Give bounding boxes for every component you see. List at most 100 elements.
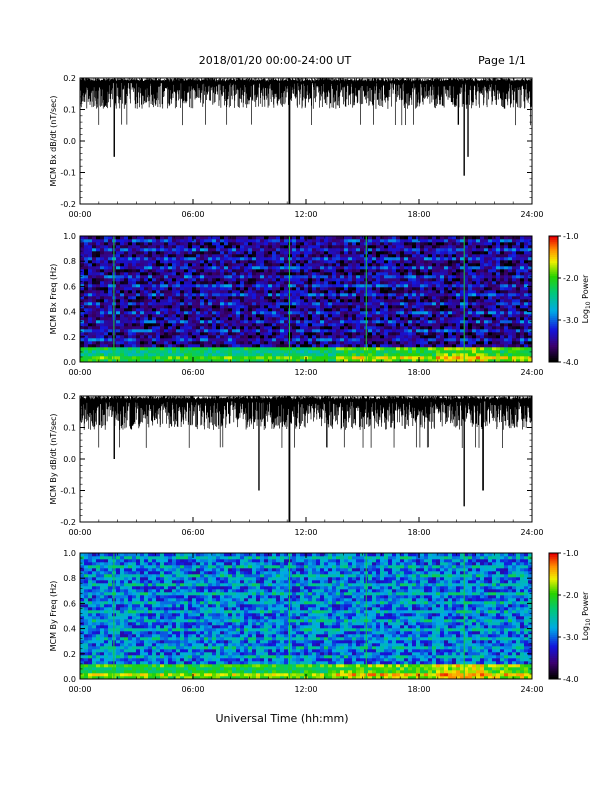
spectrogram-cell [108, 296, 113, 300]
spectrogram-cell [408, 269, 413, 273]
spectrogram-cell [188, 296, 193, 300]
spectrogram-cell [300, 236, 305, 240]
spectrogram-cell [412, 260, 417, 264]
spectrogram-cell [392, 305, 397, 309]
spectrogram-cell [328, 272, 333, 276]
spectrogram-cell [392, 257, 397, 261]
spectrogram-cell [456, 275, 461, 279]
spectrogram-cell [88, 254, 93, 258]
spectrogram-cell [340, 254, 345, 258]
spectrogram-cell [296, 302, 301, 306]
spectrogram-cell [448, 272, 453, 276]
spectrogram-cell [260, 290, 265, 294]
spectrogram-cell [464, 323, 469, 327]
spectrogram-cell [124, 245, 129, 249]
spectrogram-cell [324, 335, 329, 339]
spectrogram-cell [504, 308, 509, 312]
spectrogram-cell [296, 278, 301, 282]
spectrogram-cell [436, 284, 441, 288]
spectrogram-cell [484, 356, 489, 360]
spectrogram-cell [516, 314, 521, 318]
spectrogram-cell [300, 278, 305, 282]
spectrogram-cell [428, 269, 433, 273]
spectrogram-cell [240, 242, 245, 246]
spectrogram-cell [412, 323, 417, 327]
spectrogram-cell [324, 293, 329, 297]
spectrogram-cell [256, 254, 261, 258]
spectrogram-cell [276, 239, 281, 243]
spectrogram-cell [236, 281, 241, 285]
spectrogram-cell [184, 314, 189, 318]
spectrogram-cell [348, 356, 353, 360]
spectrogram-cell [492, 254, 497, 258]
spectrogram-cell [420, 281, 425, 285]
spectrogram-cell [372, 248, 377, 252]
spectrogram-cell [512, 314, 517, 318]
spectrogram-cell [416, 278, 421, 282]
spectrogram-cell [276, 254, 281, 258]
spectrogram-cell [280, 290, 285, 294]
spectrogram-cell [104, 347, 109, 351]
spectrogram-cell [456, 251, 461, 255]
spectrogram-cell [416, 317, 421, 321]
spectrogram-cell [152, 350, 157, 354]
spectrogram-cell [156, 308, 161, 312]
spectrogram-cell [340, 248, 345, 252]
spectrogram-cell [524, 278, 529, 282]
spectrogram-cell [440, 329, 445, 333]
spectrogram-cell [260, 353, 265, 357]
spectrogram-cell [236, 332, 241, 336]
spectrogram-cell [316, 239, 321, 243]
spectrogram-cell [260, 329, 265, 333]
spectrogram-cell [360, 317, 365, 321]
spectrogram-cell [204, 263, 209, 267]
spectrogram-cell [492, 332, 497, 336]
spectrogram-cell [84, 314, 89, 318]
spectrogram-cell [404, 335, 409, 339]
spectrogram-cell [288, 284, 293, 288]
spectrogram-cell [180, 299, 185, 303]
spectrogram-cell [172, 329, 177, 333]
spectrogram-cell [356, 341, 361, 345]
spectrogram-cell [188, 239, 193, 243]
spectrogram-cell [88, 326, 93, 330]
spectrogram-cell [304, 278, 309, 282]
spectrogram-cell [388, 305, 393, 309]
spectrogram-cell [320, 296, 325, 300]
spectrogram-cell [500, 284, 505, 288]
spectrogram-cell [456, 296, 461, 300]
spectrogram-cell [104, 359, 109, 363]
spectrogram-cell [528, 299, 533, 303]
spectrogram-cell [428, 305, 433, 309]
spectrogram-cell [152, 272, 157, 276]
spectrogram-cell [444, 245, 449, 249]
spectrogram-cell [176, 287, 181, 291]
spectrogram-cell [360, 332, 365, 336]
spectrogram-cell [244, 269, 249, 273]
spectrogram-cell [80, 356, 85, 360]
spectrogram-cell [208, 293, 213, 297]
spectrogram-cell [376, 311, 381, 315]
spectrogram-cell [224, 311, 229, 315]
spectrogram-cell [316, 254, 321, 258]
spectrogram-cell [108, 263, 113, 267]
spectrogram-cell [356, 245, 361, 249]
spectrogram-cell [184, 275, 189, 279]
spectrogram-cell [216, 266, 221, 270]
spectrogram-cell [168, 287, 173, 291]
spectrogram-cell [392, 269, 397, 273]
spectrogram-cell [384, 257, 389, 261]
spectrogram-cell [476, 254, 481, 258]
spectrogram-cell [504, 326, 509, 330]
spectrogram-cell [344, 266, 349, 270]
spectrogram-cell [488, 263, 493, 267]
spectrogram-cell [120, 323, 125, 327]
spectrogram-cell [396, 320, 401, 324]
spectrogram-cell [404, 290, 409, 294]
spectrogram-cell [340, 296, 345, 300]
spectrogram-cell [440, 248, 445, 252]
spectrogram-cell [272, 335, 277, 339]
spectrogram-cell [168, 320, 173, 324]
spectrogram-cell [284, 275, 289, 279]
spectrogram-cell [292, 242, 297, 246]
